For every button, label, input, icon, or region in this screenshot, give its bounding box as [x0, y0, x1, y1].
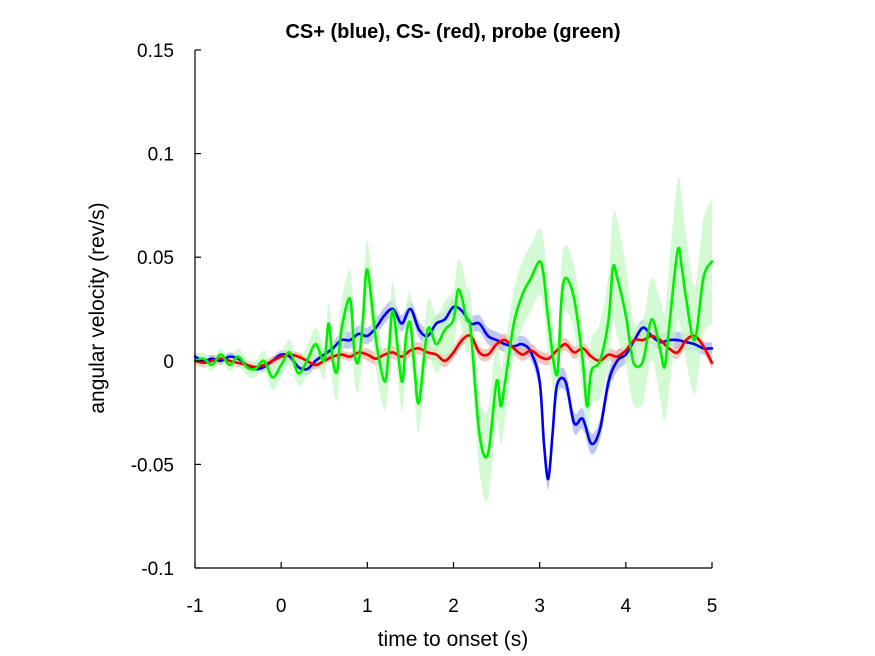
- x-tick-label: 5: [707, 596, 718, 617]
- y-tick-label: -0.1: [141, 559, 174, 580]
- x-tick-label: 3: [534, 596, 545, 617]
- x-tick-label: 2: [448, 596, 459, 617]
- series-lines: [193, 246, 714, 481]
- y-tick-label: 0.15: [137, 41, 174, 62]
- cs-plus-series-line: [193, 305, 714, 481]
- x-tick-label: -1: [187, 596, 204, 617]
- y-tick-label: 0.05: [137, 248, 174, 269]
- chart-title: CS+ (blue), CS- (red), probe (green): [285, 21, 620, 43]
- x-axis-label: time to onset (s): [378, 628, 529, 651]
- y-tick-label: 0.1: [148, 145, 174, 166]
- y-axis-ticks: -0.1 -0.05 0 0.05 0.1 0.15: [131, 41, 201, 580]
- y-axis-label: angular velocity (rev/s): [86, 202, 109, 413]
- y-tick-label: 0: [163, 352, 174, 373]
- cs-minus-series-line: [193, 334, 714, 369]
- probe-error-band: [195, 176, 712, 502]
- probe-series-line: [193, 246, 714, 459]
- x-axis-ticks: -1 0 1 2 3 4 5: [187, 562, 718, 617]
- y-tick-label: -0.05: [131, 455, 174, 476]
- x-tick-label: 0: [276, 596, 287, 617]
- x-tick-label: 1: [362, 596, 373, 617]
- x-tick-label: 4: [621, 596, 632, 617]
